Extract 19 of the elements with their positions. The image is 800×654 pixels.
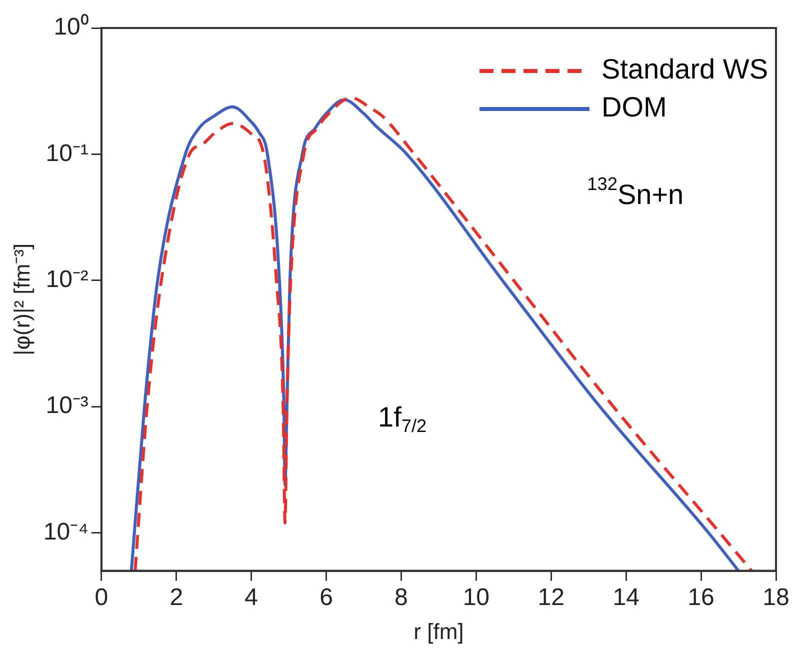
- x-tick-label: 6: [320, 584, 333, 611]
- x-tick-label: 8: [394, 584, 408, 611]
- x-tick-label: 2: [170, 584, 184, 611]
- x-tick-label: 0: [94, 584, 108, 611]
- y-tick-label: 10⁻⁴: [43, 518, 88, 546]
- x-tick-label: 10: [462, 584, 490, 611]
- y-tick-label: 10⁻¹: [46, 140, 88, 167]
- x-tick-label: 16: [688, 584, 714, 611]
- x-tick-label: 18: [762, 584, 790, 611]
- y-tick-label: 10⁻²: [46, 266, 88, 294]
- y-tick-label: 10⁰: [54, 14, 88, 41]
- x-axis-title: r [fm]: [414, 618, 464, 644]
- x-tick-label: 14: [612, 584, 640, 611]
- y-axis-title: |φ(r)|² [fm⁻³]: [9, 243, 34, 356]
- x-tick-label: 12: [538, 584, 564, 611]
- legend-label: DOM: [601, 92, 667, 123]
- legend-label: Standard WS: [601, 54, 768, 85]
- x-tick-label: 4: [244, 584, 258, 611]
- y-tick-label: 10⁻³: [46, 392, 88, 420]
